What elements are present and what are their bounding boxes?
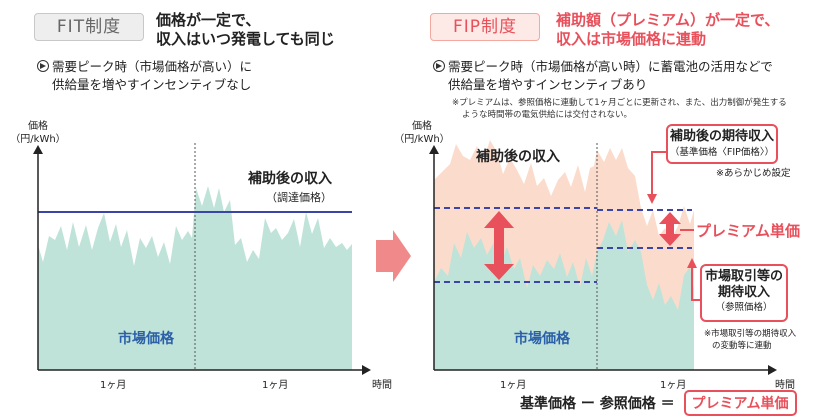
fit-bullet-1: 需要ピーク時（市場価格が高い）に bbox=[52, 59, 253, 74]
fip-market-label: 市場価格 bbox=[514, 331, 570, 347]
market-note-2: の変動等に連動 bbox=[712, 341, 772, 351]
market-expected-sub: （参照価格） bbox=[715, 302, 773, 313]
fit-market-price-area bbox=[38, 186, 352, 370]
fip-curve-label: 補助後の収入 bbox=[476, 149, 560, 165]
fit-x-axis-title: 時間 bbox=[372, 380, 392, 391]
transition-arrow-icon bbox=[376, 230, 411, 282]
fip-x-axis-title: 時間 bbox=[775, 380, 795, 391]
expected-income-title: 補助後の期待収入 bbox=[669, 129, 774, 144]
fip-premium-double-arrow-1 bbox=[484, 211, 514, 280]
fip-y-axis-title: 価格 bbox=[412, 121, 432, 132]
formula-minus: ー bbox=[580, 396, 595, 412]
expected-callout-connector bbox=[651, 151, 666, 196]
premium-formula: 基準価格 ー 参照価格 ＝ プレミアム単価 bbox=[520, 390, 797, 416]
fit-y-axis-unit: （円/kWh） bbox=[10, 134, 66, 145]
fit-x-axis-arrow-icon bbox=[362, 365, 371, 375]
formula-reference: 参照価格 bbox=[599, 396, 656, 412]
expected-callout-arrow-icon bbox=[647, 194, 657, 204]
market-callout-arrow-icon bbox=[687, 258, 697, 268]
fip-y-axis-arrow-icon bbox=[429, 145, 439, 154]
fip-x-tick-1: 1ヶ月 bbox=[500, 380, 527, 391]
expected-income-sub: （基準価格〈FIP価格〉） bbox=[669, 147, 775, 158]
formula-base: 基準価格 bbox=[520, 396, 576, 412]
fit-headline-1: 価格が一定で、 bbox=[156, 11, 261, 29]
fip-premium-double-arrow-2 bbox=[659, 212, 681, 246]
fip-x-axis-arrow-icon bbox=[768, 365, 777, 375]
expected-income-callout: 補助後の期待収入 （基準価格〈FIP価格〉） bbox=[666, 124, 778, 164]
fip-headline-2: 収入は市場価格に連動 bbox=[556, 30, 707, 48]
market-note-1: ※市場取引等の期待収入 bbox=[704, 329, 797, 339]
market-expected-callout: 市場取引等の 期待収入 （参照価格） bbox=[700, 264, 788, 322]
fit-bullet-arrow-icon bbox=[37, 60, 49, 72]
fit-curve-sublabel: （調達価格） bbox=[266, 191, 332, 204]
fip-bullet-1: 需要ピーク時（市場価格が高い時）に蓄電池の活用などで bbox=[448, 59, 773, 74]
market-expected-title-1: 市場取引等の bbox=[704, 269, 783, 284]
fip-bullet-2: 供給量を増やすインセンティブあり bbox=[448, 77, 648, 92]
fip-x-tick-2: 1ヶ月 bbox=[660, 380, 687, 391]
preset-note: ※あらかじめ設定 bbox=[716, 168, 791, 179]
fit-y-axis-arrow-icon bbox=[33, 145, 43, 154]
market-expected-title-2: 期待収入 bbox=[717, 285, 770, 300]
fip-headline-1: 補助額（プレミアム）が一定で、 bbox=[556, 11, 780, 29]
fip-note-2: ような時間帯の電気供給には交付されない。 bbox=[462, 110, 633, 120]
fit-tag: FIT制度 bbox=[34, 13, 144, 41]
fit-x-tick-2: 1ヶ月 bbox=[262, 380, 289, 391]
market-callout-connector bbox=[691, 266, 700, 301]
fip-y-axis-unit: （円/kWh） bbox=[394, 134, 450, 145]
premium-unit-label: プレミアム単価 bbox=[696, 222, 800, 240]
formula-equals: ＝ bbox=[660, 396, 675, 412]
fit-market-label: 市場価格 bbox=[118, 331, 174, 347]
fit-y-axis-title: 価格 bbox=[28, 121, 48, 132]
fit-x-tick-1: 1ヶ月 bbox=[100, 380, 127, 391]
fip-note-1: ※プレミアムは、参照価格に連動して1ヶ月ごとに更新され、また、出力制御が発生する bbox=[452, 98, 787, 108]
fit-bullet-2: 供給量を増やすインセンティブなし bbox=[52, 77, 252, 92]
fit-curve-label: 補助後の収入 bbox=[248, 171, 332, 187]
fip-bullet-arrow-icon bbox=[433, 60, 445, 72]
fit-headline-2: 収入はいつ発電しても同じ bbox=[156, 30, 335, 48]
formula-result: プレミアム単価 bbox=[683, 390, 797, 416]
fip-tag: FIP制度 bbox=[430, 13, 540, 41]
